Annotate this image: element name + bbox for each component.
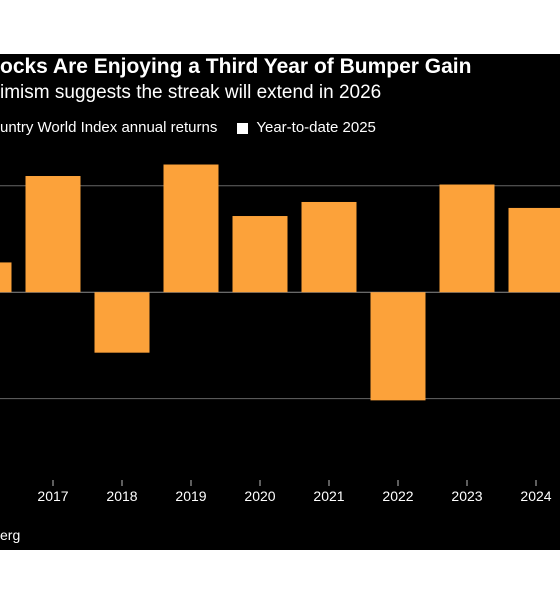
bar-2022 (370, 292, 426, 401)
legend-item-annual-returns: untry World Index annual returns (0, 119, 218, 136)
x-tick-label: 2020 (244, 488, 275, 504)
x-tick-label: 2017 (37, 488, 68, 504)
x-tick-label: 2024 (520, 488, 551, 504)
bar-2021 (301, 201, 357, 293)
bar-6 (0, 262, 12, 293)
x-axis: 620172018201920202021202220232024 (37, 480, 552, 504)
legend-swatch-ytd (237, 122, 249, 134)
chart-panel: ocks Are Enjoying a Third Year of Bumper… (0, 54, 560, 550)
x-tick-label: 2023 (451, 488, 482, 504)
bar-2019 (163, 164, 219, 293)
chart-title: ocks Are Enjoying a Third Year of Bumper… (0, 55, 472, 78)
bar-2024 (508, 207, 560, 293)
chart-legend: untry World Index annual returns Year-to… (0, 118, 376, 138)
x-tick-label: 2019 (175, 488, 206, 504)
bar-2018 (94, 292, 150, 353)
x-tick-label: 2022 (382, 488, 413, 504)
bars (0, 164, 560, 401)
legend-item-ytd: Year-to-date 2025 (256, 119, 376, 136)
bar-2017 (25, 176, 81, 293)
x-tick-label: 2021 (313, 488, 344, 504)
chart-subtitle: imism suggests the streak will extend in… (0, 82, 382, 103)
bar-chart: 620172018201920202021202220232024 (0, 164, 560, 504)
source-note: erg (0, 527, 21, 543)
bar-2020 (232, 216, 288, 293)
x-tick-label: 2018 (106, 488, 137, 504)
bar-2023 (439, 184, 495, 293)
